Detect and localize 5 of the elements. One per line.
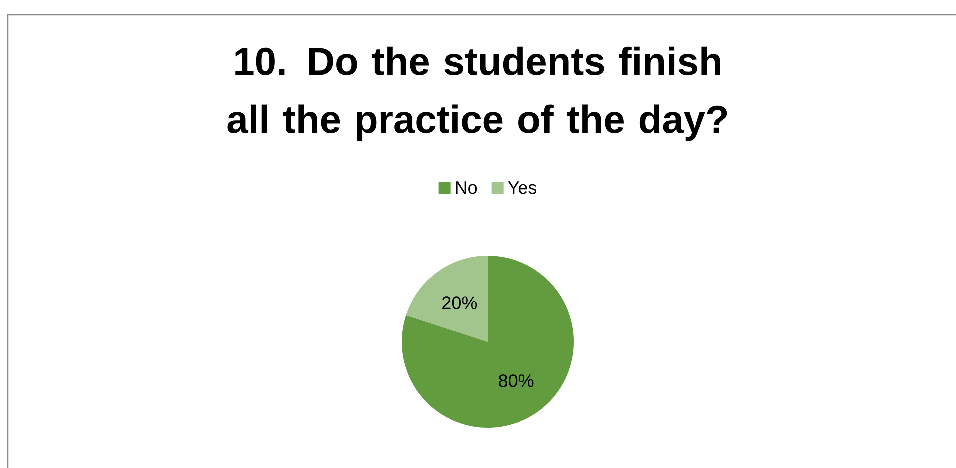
chart-title: 10. Do the students finish all the practice of the day? xyxy=(228,46,728,142)
legend-label: Yes xyxy=(508,182,537,194)
legend-label: No xyxy=(456,182,478,194)
data-label: 20% xyxy=(442,296,478,310)
data-label: 80% xyxy=(499,374,534,388)
